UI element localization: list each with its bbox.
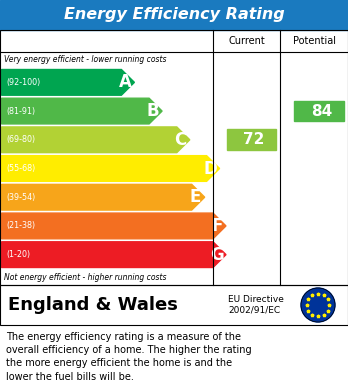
Bar [0, 30, 348, 285]
Text: B: B [147, 102, 159, 120]
Polygon shape [1, 98, 162, 124]
Text: England & Wales: England & Wales [8, 296, 178, 314]
Text: 84: 84 [311, 104, 332, 118]
Text: Not energy efficient - higher running costs: Not energy efficient - higher running co… [4, 273, 166, 282]
Text: (81-91): (81-91) [7, 107, 35, 116]
Bar [0, 285, 348, 325]
Text: D: D [204, 160, 218, 178]
Polygon shape [227, 129, 276, 150]
Polygon shape [1, 242, 226, 267]
Circle shape [301, 288, 335, 322]
Text: (1-20): (1-20) [7, 250, 31, 259]
Text: (92-100): (92-100) [7, 78, 41, 87]
Polygon shape [1, 185, 205, 210]
Text: G: G [210, 246, 224, 264]
Text: F: F [211, 217, 223, 235]
Polygon shape [1, 127, 190, 152]
Text: (39-54): (39-54) [7, 193, 36, 202]
Text: Current: Current [228, 36, 265, 46]
Text: 72: 72 [243, 132, 264, 147]
Polygon shape [294, 101, 344, 122]
Text: E: E [190, 188, 201, 206]
Text: EU Directive
2002/91/EC: EU Directive 2002/91/EC [228, 295, 284, 315]
Bar [0, 30, 348, 285]
Bar [0, 285, 348, 325]
Polygon shape [1, 70, 134, 95]
Text: The energy efficiency rating is a measure of the
overall efficiency of a home. T: The energy efficiency rating is a measur… [6, 332, 252, 382]
Polygon shape [1, 156, 220, 181]
Text: Energy Efficiency Rating: Energy Efficiency Rating [64, 7, 284, 23]
Text: Very energy efficient - lower running costs: Very energy efficient - lower running co… [4, 56, 166, 65]
Polygon shape [1, 213, 226, 239]
Bar [0, 0, 348, 30]
Text: (69-80): (69-80) [7, 135, 35, 144]
Text: A: A [119, 74, 132, 91]
Text: C: C [175, 131, 187, 149]
Text: Potential: Potential [293, 36, 335, 46]
Text: (21-38): (21-38) [7, 221, 35, 230]
Text: (55-68): (55-68) [7, 164, 36, 173]
